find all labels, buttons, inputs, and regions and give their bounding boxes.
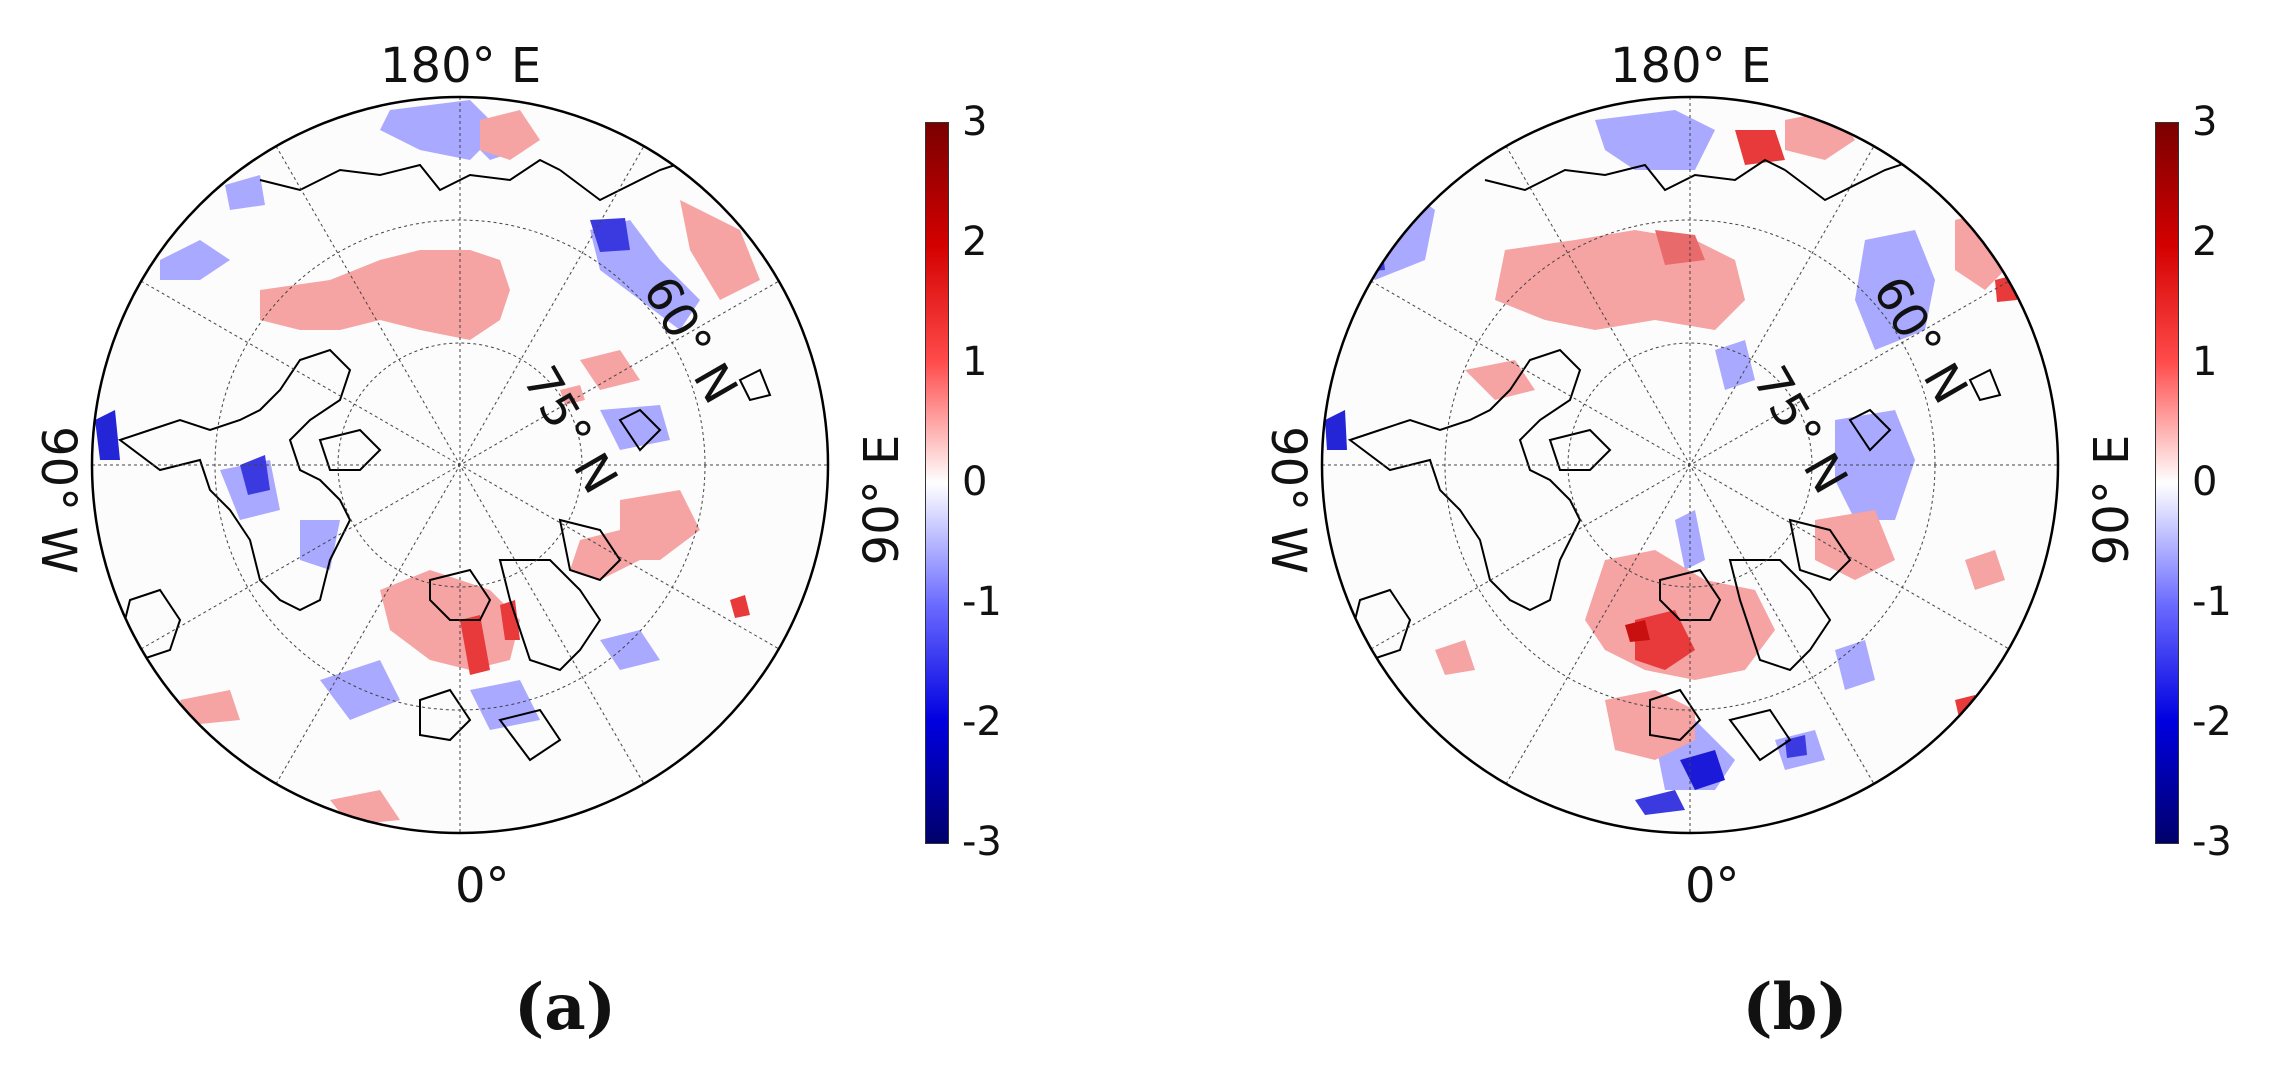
colorbar xyxy=(2155,122,2179,844)
colorbar-tick: 3 xyxy=(2192,99,2218,145)
panel-a: 180° E 0° 90° W 90° E 60° N 75° N 3 2 1 … xyxy=(30,38,1002,1045)
coastlines xyxy=(117,158,772,762)
graticule xyxy=(92,97,828,833)
polar-map xyxy=(1320,95,2060,835)
panel-b: 180° E 0° 90° W 90° E 60° N 75° N 3 2 1 … xyxy=(1135,0,2270,1075)
colorbar xyxy=(925,122,949,844)
longitude-label-90w: 90° W xyxy=(30,426,86,574)
longitude-label-90e: 90° E xyxy=(2084,434,2140,566)
longitude-label-180e: 180° E xyxy=(1610,38,1772,94)
colorbar-tick: -3 xyxy=(2192,819,2232,865)
longitude-label-90e: 90° E xyxy=(854,434,910,566)
colorbar-tick: 0 xyxy=(962,459,988,505)
longitude-label-90w: 90° W xyxy=(1260,426,1316,574)
graticule xyxy=(1322,97,2058,833)
longitude-label-0: 0° xyxy=(455,858,510,914)
colorbar-tick: 1 xyxy=(962,339,988,385)
colorbar-tick: 0 xyxy=(2192,459,2218,505)
colorbar-tick: -1 xyxy=(2192,579,2232,625)
longitude-label-180e: 180° E xyxy=(380,38,542,94)
polar-map xyxy=(90,95,830,835)
colorbar-tick: 1 xyxy=(2192,339,2218,385)
anomaly-field xyxy=(95,100,760,825)
longitude-label-0: 0° xyxy=(1685,858,1740,914)
colorbar-tick: -2 xyxy=(2192,699,2232,745)
colorbar-tick: 2 xyxy=(962,219,988,265)
colorbar-tick: -3 xyxy=(962,819,1002,865)
map-frame xyxy=(90,95,830,835)
panel-caption: (b) xyxy=(1742,970,1848,1045)
colorbar-tick: 2 xyxy=(2192,219,2218,265)
colorbar-tick: -1 xyxy=(962,579,1002,625)
map-frame xyxy=(1320,95,2060,835)
panel-caption: (a) xyxy=(513,970,617,1045)
colorbar-tick: 3 xyxy=(962,99,988,145)
colorbar-tick: -2 xyxy=(962,699,1002,745)
